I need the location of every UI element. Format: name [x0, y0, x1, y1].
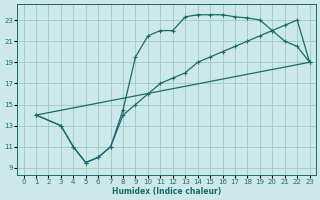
- X-axis label: Humidex (Indice chaleur): Humidex (Indice chaleur): [112, 187, 221, 196]
